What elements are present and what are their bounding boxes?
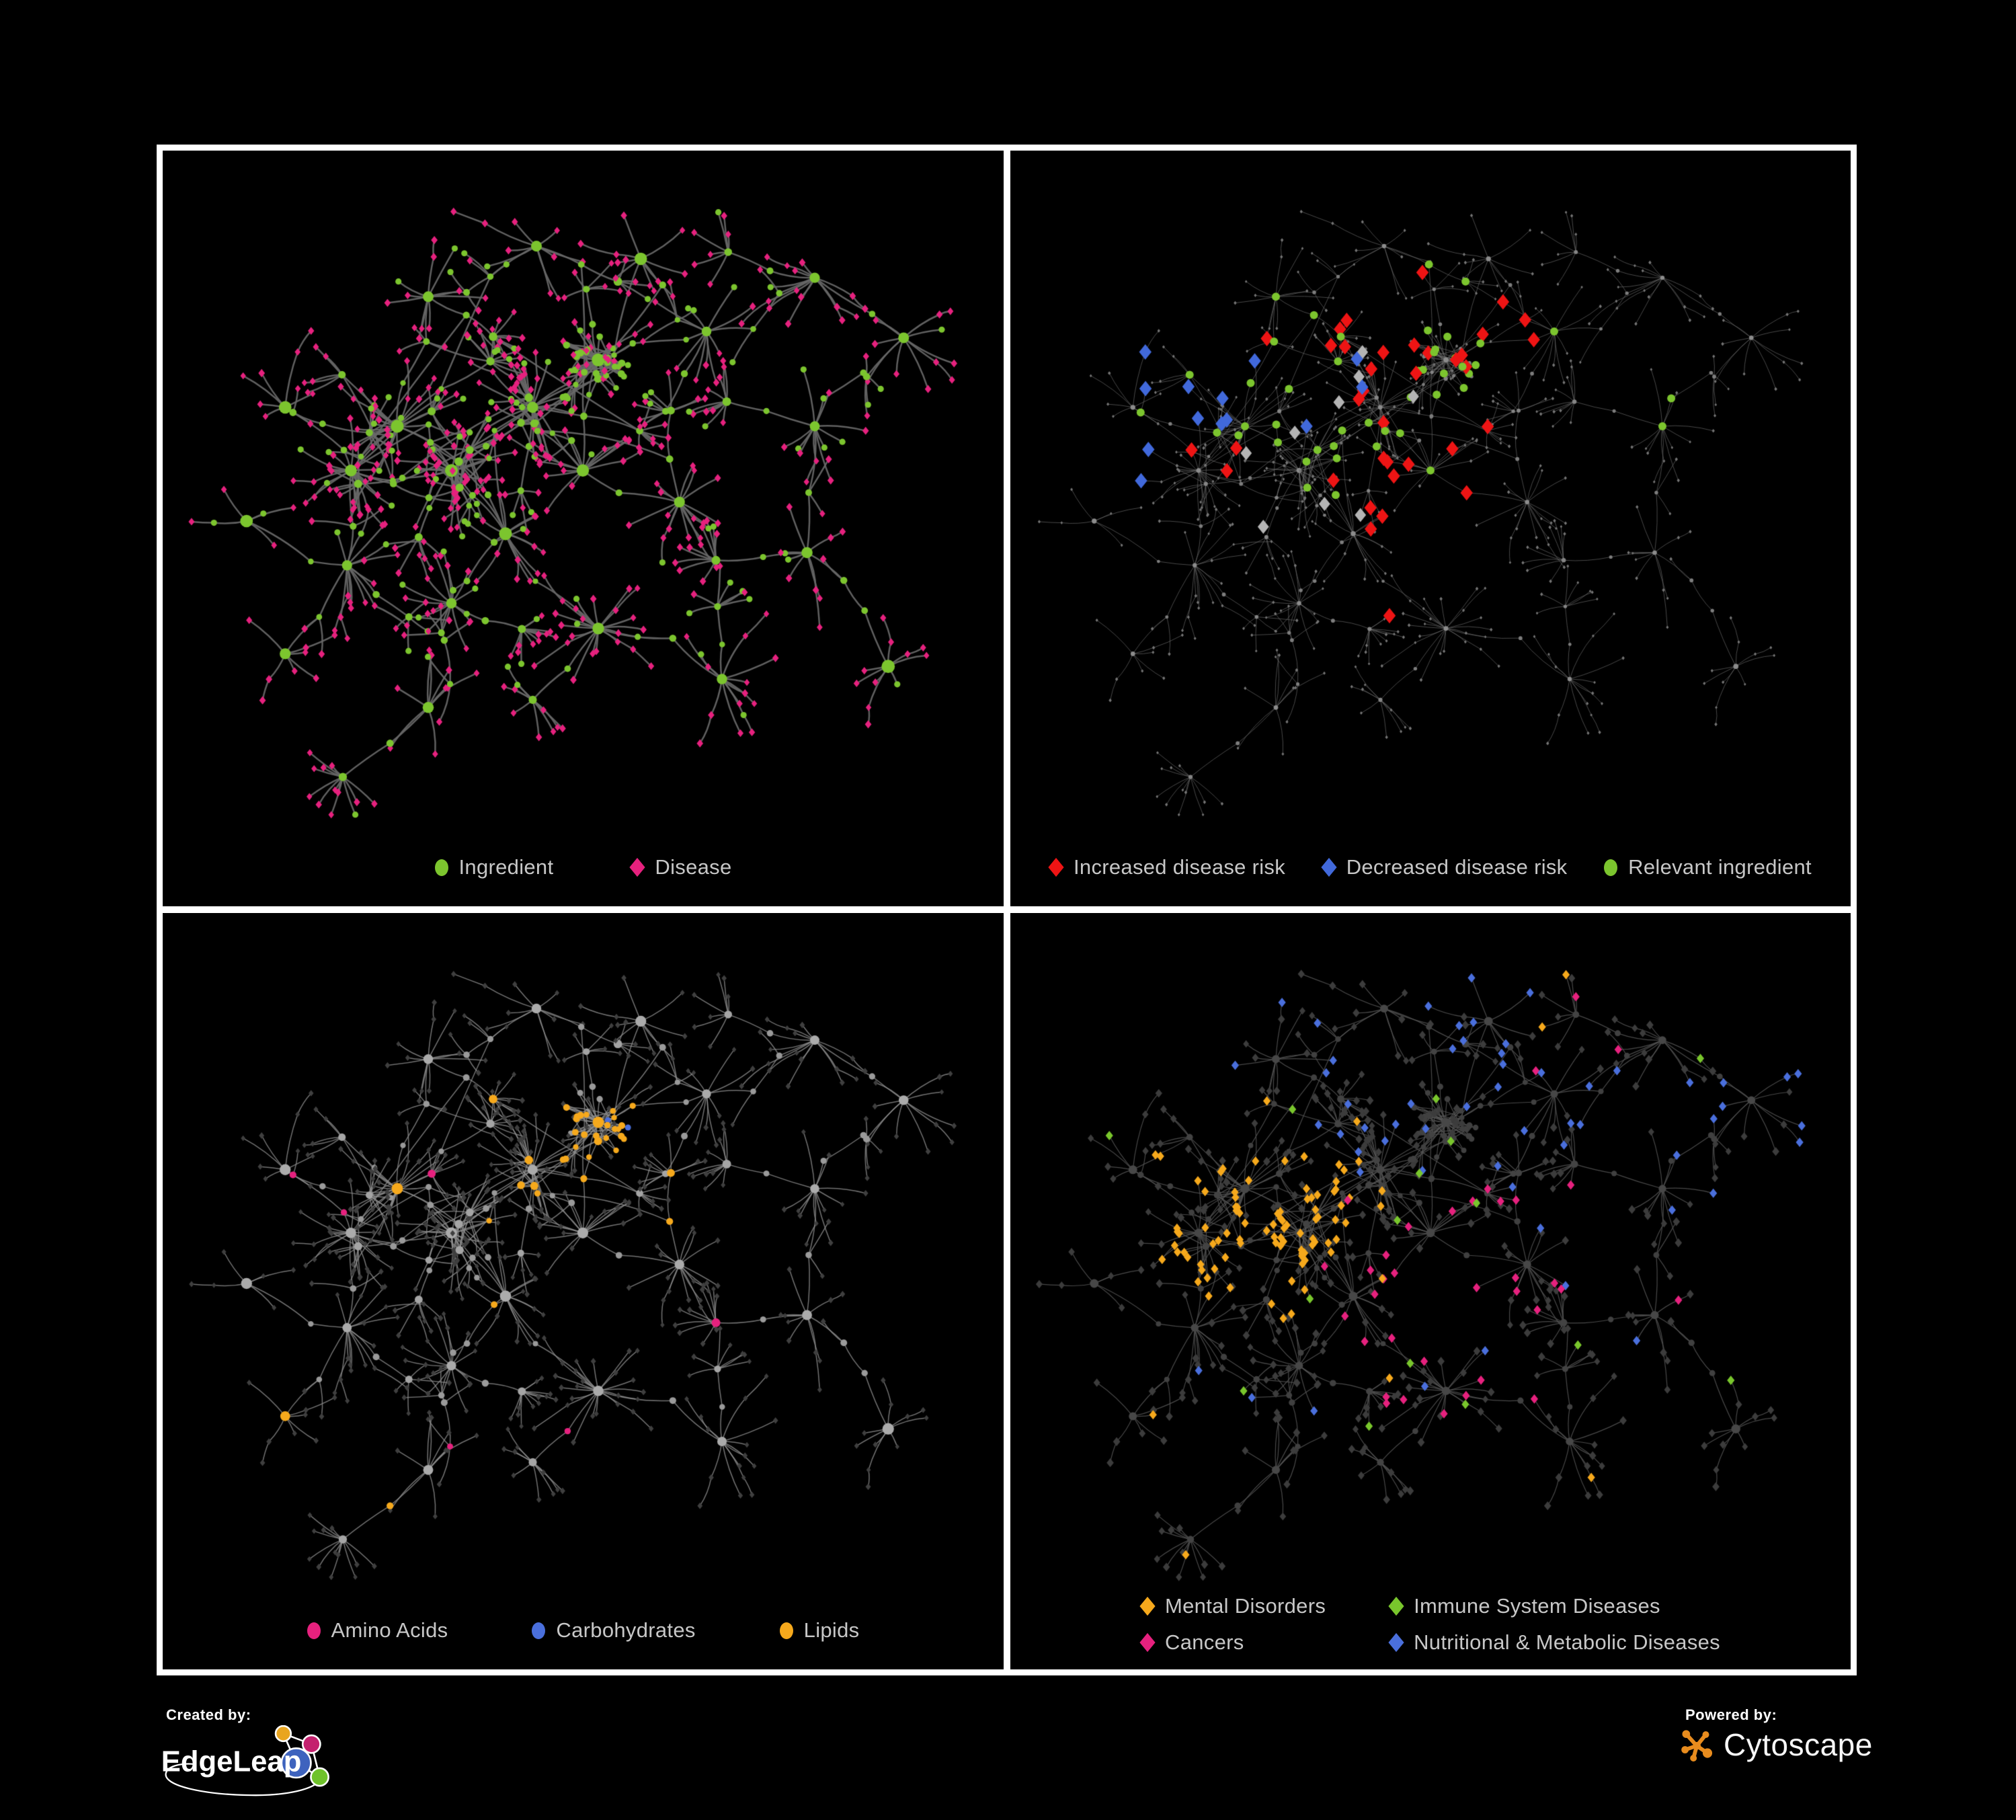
legend-item-immune-system-diseases: Immune System Diseases	[1388, 1594, 1660, 1618]
panel-disease-classes: Mental Disorders Immune System Diseases …	[1010, 913, 1851, 1669]
diamond-marker-icon	[1388, 1596, 1404, 1616]
legend-label: Relevant ingredient	[1628, 855, 1812, 879]
circle-marker-icon	[779, 1622, 793, 1639]
panel-disease-risk: Increased disease risk Decreased disease…	[1010, 151, 1851, 906]
circle-marker-icon	[307, 1622, 321, 1639]
edgeleap-wordmark: EdgeLeap	[161, 1745, 302, 1778]
legend-item-cancers: Cancers	[1139, 1630, 1244, 1655]
ingredient-classes-legend: Amino Acids Carbohydrates Lipids	[163, 1618, 1004, 1643]
panel-ingredient-classes: Amino Acids Carbohydrates Lipids	[163, 913, 1004, 1669]
diamond-marker-icon	[1139, 1632, 1156, 1653]
legend-label: Lipids	[803, 1618, 860, 1642]
diamond-marker-icon	[1321, 857, 1337, 877]
legend-label: Amino Acids	[331, 1618, 448, 1642]
legend-label: Cancers	[1165, 1630, 1244, 1654]
edgeleap-node-orange	[274, 1725, 292, 1743]
circle-marker-icon	[532, 1622, 546, 1639]
legend-item-ingredient: Ingredient	[434, 855, 554, 879]
legend-item-increased-risk: Increased disease risk	[1048, 855, 1286, 879]
edgeleap-logo: EdgeLeap	[161, 1725, 329, 1796]
legend-label: Nutritional & Metabolic Diseases	[1414, 1630, 1720, 1654]
ingredient-disease-legend: Ingredient Disease	[163, 855, 1004, 879]
edgeleap-node-magenta	[301, 1734, 321, 1754]
diamond-marker-icon	[1388, 1632, 1404, 1653]
figure-frame: Ingredient Disease Increased disease ris…	[157, 145, 1857, 1675]
legend-item-lipids: Lipids	[779, 1618, 860, 1643]
cytoscape-icon	[1681, 1730, 1713, 1762]
disease-classes-legend: Mental Disorders Immune System Diseases …	[1010, 1594, 1851, 1655]
legend-label: Ingredient	[458, 855, 554, 879]
disease-risk-legend: Increased disease risk Decreased disease…	[1010, 855, 1851, 879]
legend-item-nutritional-metabolic-diseases: Nutritional & Metabolic Diseases	[1388, 1630, 1720, 1655]
edgeleap-node-green	[310, 1767, 329, 1787]
legend-item-carbohydrates: Carbohydrates	[532, 1618, 695, 1643]
legend-item-amino-acids: Amino Acids	[307, 1618, 448, 1643]
edgeleap-swoosh	[165, 1763, 322, 1796]
cytoscape-wordmark: Cytoscape	[1724, 1727, 1873, 1762]
legend-item-relevant-ingredient: Relevant ingredient	[1604, 855, 1812, 879]
legend-label: Decreased disease risk	[1346, 855, 1568, 879]
legend-item-disease: Disease	[629, 855, 732, 879]
legend-label: Disease	[655, 855, 732, 879]
circle-marker-icon	[1604, 859, 1618, 876]
circle-marker-icon	[434, 859, 448, 876]
created-by-caption: Created by:	[166, 1706, 251, 1723]
diamond-marker-icon	[1139, 1596, 1156, 1616]
legend-label: Mental Disorders	[1165, 1594, 1326, 1618]
disease-risk-network-canvas	[1010, 151, 1851, 906]
disease-classes-network-canvas	[1010, 913, 1851, 1669]
legend-item-decreased-risk: Decreased disease risk	[1321, 855, 1568, 879]
diamond-marker-icon	[629, 857, 645, 877]
ingredient-classes-network-canvas	[163, 913, 1003, 1669]
diamond-marker-icon	[1048, 857, 1064, 877]
ingredient-disease-network-canvas	[163, 151, 1003, 906]
legend-label: Immune System Diseases	[1414, 1594, 1660, 1618]
edgeleap-node-blue	[280, 1747, 312, 1779]
legend-label: Increased disease risk	[1074, 855, 1286, 879]
powered-by-caption: Powered by:	[1685, 1706, 1777, 1723]
cytoscape-logo: Cytoscape	[1681, 1727, 1873, 1763]
legend-label: Carbohydrates	[556, 1618, 696, 1642]
legend-item-mental-disorders: Mental Disorders	[1139, 1594, 1326, 1618]
panel-ingredient-disease: Ingredient Disease	[163, 151, 1004, 906]
